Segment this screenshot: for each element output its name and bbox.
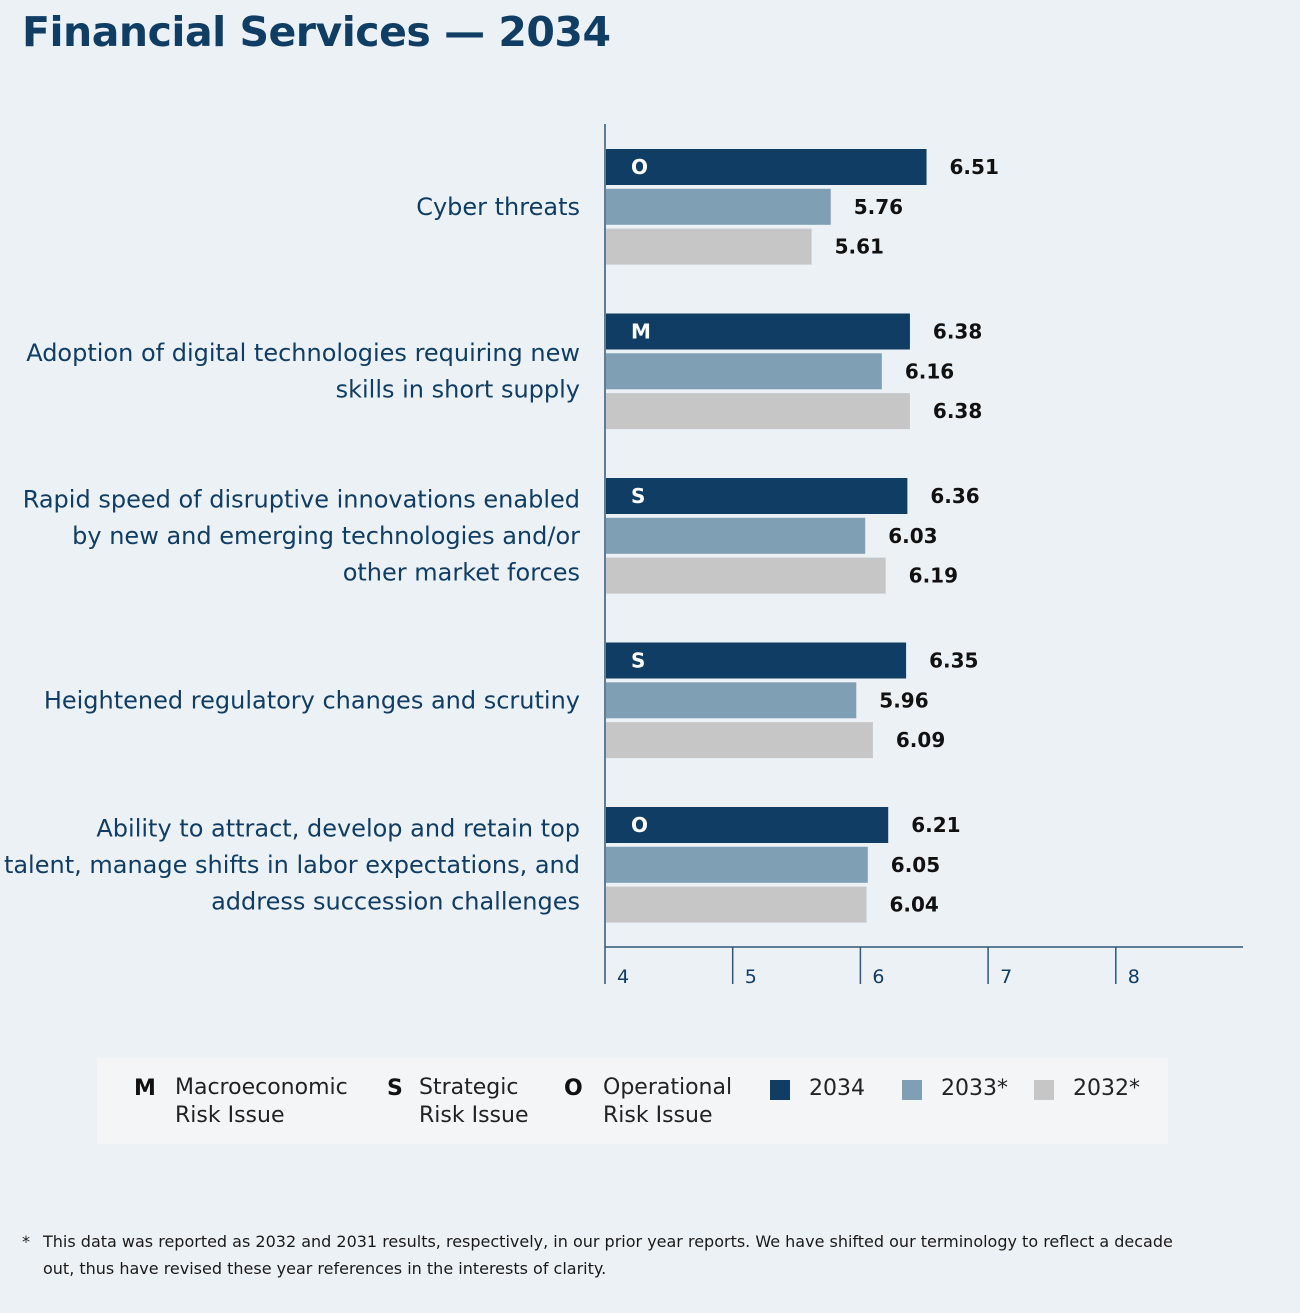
value-label-3-series-1: 6.36 bbox=[930, 484, 979, 508]
risk-code-letter-1: O bbox=[631, 155, 648, 179]
legend-macro-label: Macroeconomic Risk Issue bbox=[175, 1074, 348, 1130]
bar-5-series-2 bbox=[606, 846, 868, 883]
bar-3-series-2 bbox=[606, 517, 866, 554]
value-label-2-series-3: 6.38 bbox=[933, 399, 982, 423]
value-label-2-series-2: 6.16 bbox=[905, 359, 954, 383]
legend-year-2033: 2033* bbox=[941, 1076, 1008, 1101]
legend-operational-label: Operational Risk Issue bbox=[603, 1074, 732, 1130]
chart-title: Financial Services — 2034 bbox=[22, 8, 611, 56]
bar-1-series-3 bbox=[606, 228, 812, 265]
legend-operational-line2: Risk Issue bbox=[603, 1103, 713, 1128]
value-label-1-series-3: 5.61 bbox=[835, 235, 884, 259]
value-label-3-series-3: 6.19 bbox=[909, 564, 958, 588]
legend-strategic-label: Strategic Risk Issue bbox=[419, 1074, 528, 1130]
legend-operational-line1: Operational bbox=[603, 1075, 733, 1100]
category-label-3-line-1: Rapid speed of disruptive innovations en… bbox=[23, 485, 580, 513]
category-label-3-line-2: by new and emerging technologies and/or bbox=[72, 522, 580, 550]
bar-4-series-1 bbox=[606, 642, 907, 679]
legend-year-2034: 2034 bbox=[809, 1076, 865, 1101]
x-tick-label-4: 4 bbox=[617, 966, 629, 988]
legend-macro-line1: Macroeconomic bbox=[175, 1075, 348, 1100]
legend-swatch-2033 bbox=[902, 1080, 922, 1100]
legend-year-2032: 2032* bbox=[1073, 1076, 1140, 1101]
legend-strategic-code: S bbox=[387, 1076, 403, 1101]
bar-2-series-1 bbox=[606, 313, 910, 350]
bar-4-series-2 bbox=[606, 682, 857, 719]
bar-5-series-3 bbox=[606, 886, 867, 923]
legend-strategic-line2: Risk Issue bbox=[419, 1103, 529, 1128]
risk-code-letter-2: M bbox=[631, 320, 651, 344]
value-label-4-series-3: 6.09 bbox=[896, 728, 945, 752]
footnote-text: This data was reported as 2032 and 2031 … bbox=[43, 1232, 1173, 1278]
legend-swatch-2032 bbox=[1034, 1080, 1054, 1100]
value-label-4-series-1: 6.35 bbox=[929, 649, 978, 673]
bar-4-series-3 bbox=[606, 722, 873, 759]
x-tick-label-7: 7 bbox=[1000, 966, 1012, 988]
category-label-4-line-1: Heightened regulatory changes and scruti… bbox=[44, 686, 580, 714]
bar-2-series-2 bbox=[606, 353, 882, 390]
value-label-5-series-3: 6.04 bbox=[890, 893, 939, 917]
value-label-3-series-2: 6.03 bbox=[888, 524, 937, 548]
category-label-5-line-1: Ability to attract, develop and retain t… bbox=[96, 814, 580, 842]
bar-3-series-1 bbox=[606, 478, 908, 514]
category-label-5-line-2: talent, manage shifts in labor expectati… bbox=[4, 851, 580, 879]
bar-2-series-3 bbox=[606, 393, 910, 430]
value-label-1-series-1: 6.51 bbox=[950, 155, 999, 179]
legend: M Macroeconomic Risk Issue S Strategic R… bbox=[97, 1058, 1168, 1144]
value-label-2-series-1: 6.38 bbox=[933, 320, 982, 344]
legend-operational-code: O bbox=[564, 1076, 583, 1101]
risk-code-letter-3: S bbox=[631, 484, 645, 508]
legend-swatch-2034 bbox=[770, 1080, 790, 1100]
risk-code-letter-5: O bbox=[631, 813, 648, 837]
x-tick-label-5: 5 bbox=[745, 966, 757, 988]
bar-5-series-1 bbox=[606, 807, 889, 843]
category-label-2-line-1: Adoption of digital technologies requiri… bbox=[26, 339, 580, 367]
category-label-1-line-1: Cyber threats bbox=[416, 193, 580, 221]
x-tick-label-8: 8 bbox=[1128, 966, 1140, 988]
bar-3-series-3 bbox=[606, 557, 886, 594]
value-label-5-series-2: 6.05 bbox=[891, 853, 940, 877]
bar-1-series-1 bbox=[606, 149, 927, 185]
footnote-star: * bbox=[22, 1232, 30, 1251]
bar-chart: 4 5 6 7 8 Cyber threats 6.51 5.76 5.61 O Adoption … bbox=[4, 124, 1243, 988]
x-tick-label-6: 6 bbox=[872, 966, 884, 988]
value-label-1-series-2: 5.76 bbox=[854, 195, 903, 219]
risk-code-letter-4: S bbox=[631, 649, 645, 673]
bar-1-series-2 bbox=[606, 188, 831, 225]
category-label-3-line-3: other market forces bbox=[343, 558, 580, 586]
value-label-5-series-1: 6.21 bbox=[911, 813, 960, 837]
value-label-4-series-2: 5.96 bbox=[879, 688, 928, 712]
legend-macro-code: M bbox=[134, 1076, 156, 1101]
legend-macro-line2: Risk Issue bbox=[175, 1103, 285, 1128]
category-label-5-line-3: address succession challenges bbox=[211, 887, 580, 915]
category-label-2-line-2: skills in short supply bbox=[336, 376, 580, 404]
legend-strategic-line1: Strategic bbox=[419, 1075, 519, 1100]
